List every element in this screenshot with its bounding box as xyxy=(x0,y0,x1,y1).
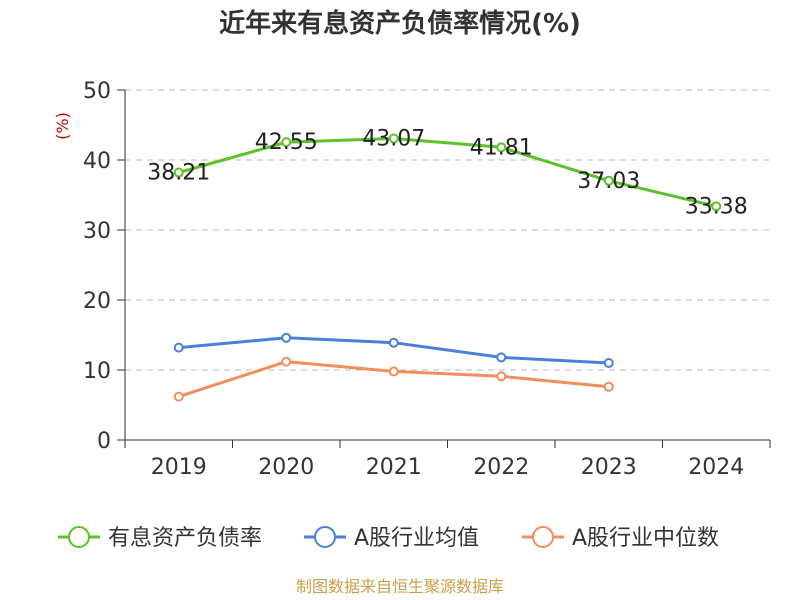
data-point xyxy=(388,366,399,377)
data-point xyxy=(711,201,722,212)
data-point xyxy=(173,167,184,178)
data-label: 41.81 xyxy=(470,135,533,160)
legend-marker xyxy=(532,526,554,548)
data-label: 43.07 xyxy=(362,127,425,152)
axes: 0 10 20 30 40 50 2019 2020 2021 2022 2023 2024 xyxy=(83,79,771,480)
legend-marker xyxy=(314,526,336,548)
source-note: 制图数据来自恒生聚源数据库 xyxy=(296,577,504,596)
legend: 有息资产负债率 A股行业均值 A股行业中位数 xyxy=(58,526,719,551)
chart-title: 近年来有息资产负债率情况(%) xyxy=(219,8,581,39)
x-tick-label: 2022 xyxy=(473,455,529,480)
legend-label: A股行业均值 xyxy=(354,526,479,551)
y-tick-label: 30 xyxy=(83,219,111,244)
y-tick-label: 50 xyxy=(83,79,111,104)
data-label: 33.38 xyxy=(685,194,748,219)
legend-marker xyxy=(68,526,90,548)
data-point xyxy=(603,175,614,186)
data-point xyxy=(496,352,507,363)
x-tick-label: 2024 xyxy=(688,455,744,480)
y-tick-label: 20 xyxy=(83,289,111,314)
data-point xyxy=(173,391,184,402)
grid-lines xyxy=(125,89,770,371)
legend-item: 有息资产负债率 xyxy=(58,526,262,551)
data-label: 37.03 xyxy=(577,169,640,194)
data-point xyxy=(281,332,292,343)
y-tick-label: 0 xyxy=(97,429,111,454)
legend-item: A股行业均值 xyxy=(304,526,479,551)
data-point xyxy=(603,381,614,392)
y-tick-label: 40 xyxy=(83,149,111,174)
x-tick-label: 2023 xyxy=(581,455,637,480)
x-tick-label: 2021 xyxy=(366,455,422,480)
data-point xyxy=(173,342,184,353)
data-point xyxy=(281,137,292,148)
legend-item: A股行业中位数 xyxy=(522,526,719,551)
data-point xyxy=(388,337,399,348)
x-tick-label: 2020 xyxy=(258,455,314,480)
data-point xyxy=(603,358,614,368)
data-point xyxy=(388,133,399,144)
legend-label: A股行业中位数 xyxy=(572,526,719,551)
data-point xyxy=(281,356,292,367)
data-labels: 38.21 42.55 43.07 41.81 37.03 33.38 xyxy=(147,127,747,220)
legend-label: 有息资产负债率 xyxy=(108,526,262,551)
data-label: 42.55 xyxy=(255,130,318,155)
data-point xyxy=(496,371,507,382)
data-label: 38.21 xyxy=(147,161,210,186)
series-line xyxy=(177,137,718,208)
x-tick-label: 2019 xyxy=(151,455,207,480)
series-lines xyxy=(173,133,722,402)
data-point xyxy=(496,142,507,153)
y-axis-unit-label: (%) xyxy=(53,112,72,140)
y-tick-label: 10 xyxy=(83,359,111,384)
